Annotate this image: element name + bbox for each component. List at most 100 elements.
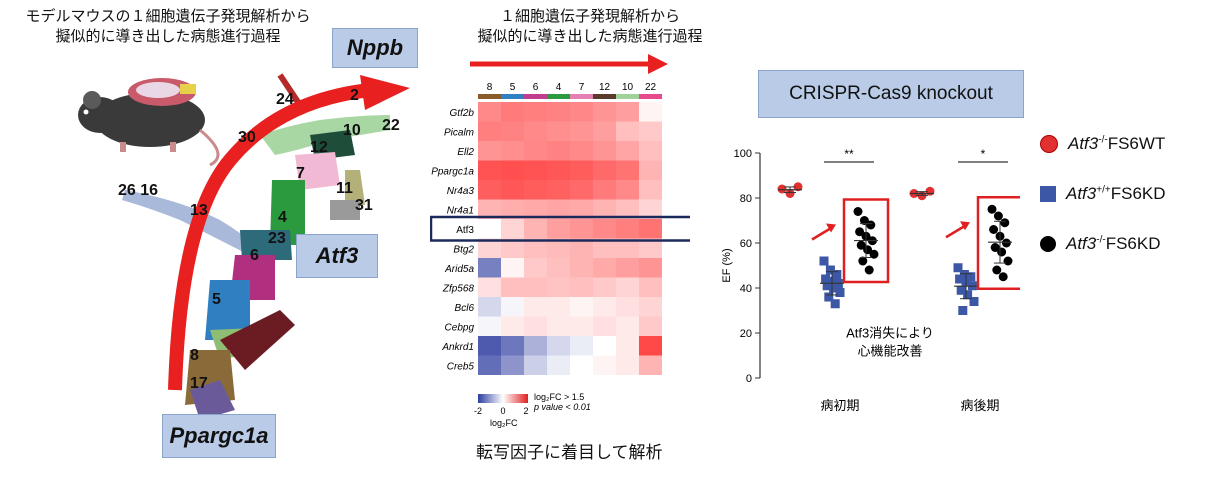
- heatmap-col-color: [478, 94, 501, 99]
- heatmap-row-label: Cebpg: [445, 322, 475, 333]
- data-point: [855, 227, 865, 237]
- heatmap-row-label: Zfp568: [442, 283, 475, 294]
- gene-box-ppargc1a: Ppargc1a: [162, 414, 276, 458]
- heatmap-cell: [570, 102, 593, 122]
- legend-note: p value < 0.01: [533, 402, 591, 412]
- legend-tick: 2: [523, 406, 528, 416]
- heatmap-cell: [524, 238, 547, 258]
- data-point: [959, 270, 969, 279]
- heatmap-col-color: [501, 94, 524, 99]
- heatmap-cell: [478, 141, 501, 161]
- left-caption-line2: 擬似的に導き出した病態進行過程: [55, 27, 281, 45]
- legend-label: log₂FC: [490, 418, 518, 428]
- heatmap-cell: [524, 336, 547, 356]
- heatmap-row-label: Picalm: [444, 127, 474, 138]
- heatmap-row-label: Arid5a: [444, 264, 474, 275]
- heatmap-cell: [501, 277, 524, 297]
- heatmap-cell: [593, 141, 616, 161]
- heatmap-cell: [547, 336, 570, 356]
- heatmap-cell: [593, 199, 616, 219]
- y-axis-label: EF (%): [721, 248, 733, 282]
- heatmap-cell: [616, 336, 639, 356]
- x-category-label: 病初期: [820, 398, 859, 413]
- cluster-label: 23: [268, 230, 286, 247]
- heatmap-cell: [501, 160, 524, 180]
- heatmap-cell: [478, 277, 501, 297]
- heatmap-cell: [478, 180, 501, 200]
- heatmap-caption-line1: １細胞遺伝子発現解析から: [499, 7, 680, 25]
- heatmap-highlight-box: [430, 215, 690, 242]
- data-point: [998, 272, 1008, 282]
- heatmap-cell: [639, 297, 662, 317]
- y-tick-label: 20: [740, 328, 752, 340]
- data-point: [987, 204, 997, 214]
- legend-label: Atf3-/-FS6WT: [1068, 134, 1166, 153]
- heatmap-cell: [570, 355, 593, 375]
- heatmap-cell: [616, 316, 639, 336]
- heatmap-cell: [616, 238, 639, 258]
- heatmap-col-label: 6: [533, 82, 539, 93]
- heatmap-col-color: [570, 94, 593, 99]
- heatmap-cell: [570, 219, 593, 239]
- heatmap-cell: [524, 160, 547, 180]
- heatmap-row-label: Atf3: [456, 225, 474, 236]
- heatmap-cell: [547, 355, 570, 375]
- data-point: [859, 216, 869, 225]
- data-point: [953, 263, 963, 273]
- heatmap-col-color: [547, 94, 570, 99]
- highlight-box: [842, 198, 890, 284]
- heatmap-cell: [547, 258, 570, 278]
- heatmap-row-label: Ankrd1: [441, 342, 474, 353]
- heatmap-row-label: Nr4a1: [447, 205, 474, 216]
- heatmap-cell: [501, 355, 524, 375]
- heatmap-cell: [593, 121, 616, 141]
- heatmap-cell: [616, 141, 639, 161]
- heatmap-row-label: Btg2: [453, 244, 474, 255]
- heatmap-col-color: [616, 94, 639, 99]
- heatmap-cell: [524, 258, 547, 278]
- heatmap-cell: [478, 336, 501, 356]
- heatmap-cell: [570, 141, 593, 161]
- heatmap-cell: [524, 297, 547, 317]
- heatmap-cell: [478, 316, 501, 336]
- legend-note: log₂FC > 1.5: [534, 392, 584, 402]
- heatmap-row-label: Ppargc1a: [431, 166, 474, 177]
- cluster-label: 31: [355, 197, 373, 214]
- legend-tick: 0: [500, 406, 505, 416]
- data-point: [785, 189, 795, 198]
- data-point: [819, 256, 829, 266]
- cluster-label: 17: [190, 375, 208, 392]
- heatmap-cell: [616, 297, 639, 317]
- heatmap-cell: [478, 102, 501, 122]
- heatmap-cell: [524, 355, 547, 375]
- y-tick-label: 60: [740, 238, 752, 250]
- heatmap-cell: [478, 160, 501, 180]
- heatmap-col-label: 22: [645, 82, 657, 93]
- heatmap-cell: [570, 238, 593, 258]
- heatmap-row-label: Gtf2b: [450, 108, 475, 119]
- highlight-box: [976, 196, 1020, 290]
- cluster-label: 2: [350, 87, 359, 104]
- heatmap-cell: [524, 141, 547, 161]
- heatmap-cell: [639, 121, 662, 141]
- data-point: [830, 299, 840, 309]
- data-point: [958, 306, 968, 315]
- heatmap-cell: [547, 277, 570, 297]
- heatmap-cell: [593, 336, 616, 356]
- left-caption-line1: モデルマウスの１細胞遺伝子発現解析から: [25, 7, 311, 25]
- cluster-label: 10: [343, 122, 361, 139]
- heatmap-cell: [501, 121, 524, 141]
- heatmap-cell: [547, 219, 570, 239]
- improvement-arrowhead: [826, 223, 836, 233]
- data-point: [990, 243, 1000, 252]
- data-point: [1003, 256, 1013, 266]
- heatmap-row-label: Nr4a3: [447, 186, 475, 197]
- data-point: [864, 265, 874, 275]
- cluster-label: 24: [276, 91, 294, 108]
- heatmap-col-color: [593, 94, 616, 99]
- heatmap-cell: [570, 199, 593, 219]
- heatmap-cell: [524, 121, 547, 141]
- improvement-arrow: [945, 224, 967, 239]
- heatmap-cell: [547, 121, 570, 141]
